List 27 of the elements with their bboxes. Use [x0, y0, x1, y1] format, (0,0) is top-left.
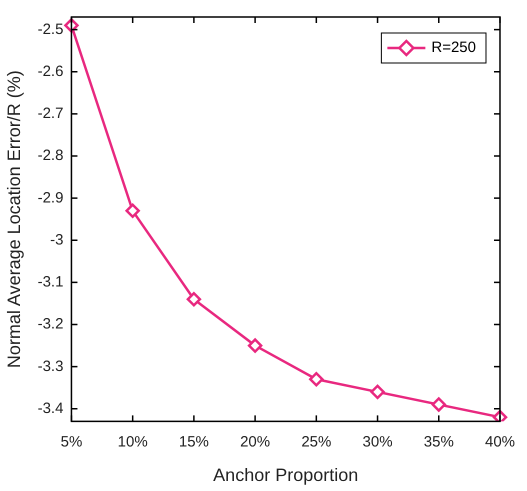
x-tick-label: 10% — [118, 434, 148, 451]
y-axis-title: Normal Average Location Error/R (%) — [4, 70, 24, 368]
y-tick-label: -3.4 — [38, 400, 64, 417]
point — [309, 372, 324, 387]
point — [125, 204, 140, 218]
y-tick-label: -2.7 — [38, 105, 64, 122]
y-tick-label: -3.2 — [38, 316, 64, 333]
x-tick-label: 15% — [178, 434, 209, 451]
x-tick-label: 20% — [240, 434, 270, 451]
x-tick-label: 35% — [424, 434, 454, 451]
y-tick-label: -3 — [50, 231, 64, 248]
x-tick-label: 30% — [362, 434, 393, 451]
y-tick-label: -2.5 — [38, 20, 64, 38]
x-tick-label: 25% — [301, 434, 332, 451]
y-tick-label: -3.1 — [38, 274, 64, 291]
x-tick-label: 40% — [484, 434, 516, 451]
point — [432, 397, 446, 412]
y-tick-label: -2.6 — [38, 62, 64, 80]
point — [186, 292, 202, 306]
point — [370, 384, 385, 400]
point — [248, 338, 262, 353]
y-tick-label: -3.3 — [38, 358, 64, 375]
legend-label: R=250 — [431, 39, 476, 56]
x-tick-label: 5% — [60, 434, 82, 451]
x-axis-title: Anchor Proportion — [213, 465, 358, 486]
y-tick-label: -2.8 — [38, 147, 64, 164]
y-tick-label: -2.9 — [38, 189, 64, 206]
